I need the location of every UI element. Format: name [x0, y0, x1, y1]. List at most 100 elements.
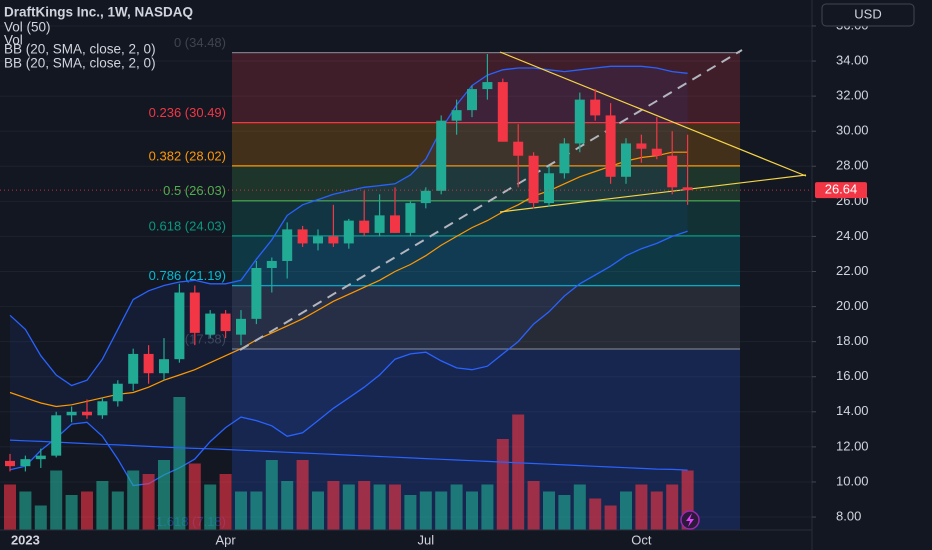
volume-bar	[81, 491, 93, 530]
volume-bar	[158, 460, 170, 530]
candle-body	[313, 236, 323, 244]
bb-lower	[9, 230, 688, 487]
fib-zone	[232, 165, 740, 201]
candle-body	[436, 120, 447, 191]
volume-bar	[50, 470, 63, 530]
volume-bar	[496, 439, 509, 530]
candle-body	[390, 215, 400, 233]
candle-body	[236, 318, 246, 335]
volume-bar	[389, 484, 401, 530]
indicator-label: BB (20, SMA, close, 2, 0)	[4, 42, 156, 57]
volume-bar	[111, 491, 124, 530]
volume-bar	[96, 481, 109, 530]
candles	[5, 54, 693, 472]
volume-bar	[188, 463, 201, 530]
candle-body	[282, 229, 293, 261]
candle-body	[374, 215, 385, 233]
y-tick-label: 14.00	[836, 403, 869, 418]
currency-button[interactable]: USD	[821, 3, 915, 27]
volume-bar	[435, 491, 448, 530]
volume-bar	[250, 491, 263, 530]
candle-body	[590, 99, 601, 116]
alert-button[interactable]	[680, 510, 700, 530]
volume-bar	[589, 498, 602, 530]
volume-bar	[512, 414, 525, 530]
volume-bar	[296, 460, 309, 530]
volume-bar	[312, 491, 324, 530]
fib-label: 0.5 (26.03)	[163, 183, 226, 198]
bb-upper	[9, 65, 688, 387]
volume-bar	[573, 484, 586, 530]
x-tick-label: Oct	[631, 532, 652, 547]
candle-body	[651, 148, 662, 156]
volume-bar	[620, 491, 632, 530]
candle-body	[667, 155, 678, 188]
candle-body	[682, 187, 693, 191]
y-tick-label: 30.00	[836, 123, 869, 138]
volume-bar	[635, 484, 648, 530]
volume-bar	[404, 495, 417, 530]
volume-bar	[543, 491, 555, 530]
trend-dashed	[239, 49, 743, 351]
last-price-tag	[815, 182, 867, 199]
currency-button-box[interactable]	[821, 3, 915, 27]
bb-basis	[9, 151, 688, 408]
symbol-title: DraftKings Inc., 1W, NASDAQ	[4, 5, 193, 20]
candle-body	[174, 292, 185, 360]
candle-body	[251, 267, 262, 319]
price-axis: 8.00 10.00 12.00 14.00 16.00 18.00 20.00 22.00 2…	[812, 17, 869, 523]
candle-body	[528, 155, 539, 204]
volume-bar	[558, 495, 571, 530]
volume-bar	[173, 397, 186, 530]
candle-body	[451, 110, 462, 121]
trend-line	[499, 51, 807, 177]
fib-label: 0 (34.48)	[174, 35, 226, 50]
volume-bar	[342, 484, 355, 530]
volume-bar	[281, 481, 294, 530]
indicator-label: Vol	[4, 33, 23, 48]
volume-bar	[604, 505, 617, 530]
fib-zone	[232, 200, 740, 236]
candle-body	[112, 383, 123, 402]
last-price-label: 26.64	[825, 182, 858, 197]
y-tick-label: 34.00	[836, 52, 869, 67]
volume-bar	[65, 495, 78, 530]
volume-bar	[527, 481, 540, 530]
volume-bar	[4, 484, 16, 530]
volume-bar	[219, 474, 232, 530]
fib-zone	[232, 122, 740, 166]
fib-label: 0.236 (30.49)	[149, 105, 226, 120]
candle-body	[482, 82, 493, 90]
candle-body	[51, 415, 62, 456]
candle-body	[266, 260, 277, 268]
x-tick-label: Jul	[417, 532, 434, 547]
currency-label[interactable]: USD	[854, 6, 881, 21]
fib-label: 0.786 (21.19)	[149, 268, 226, 283]
candle-body	[5, 460, 15, 467]
volume-bar	[235, 491, 247, 530]
volume-ma	[9, 439, 688, 471]
candle-body	[343, 220, 354, 244]
volume-bar	[265, 460, 278, 530]
volume-bar	[419, 491, 432, 530]
alert-bolt[interactable]	[686, 513, 694, 527]
candle-body	[128, 353, 139, 384]
volume-bar	[650, 491, 663, 530]
candle-body	[297, 229, 308, 244]
indicator-label: Vol (50)	[4, 20, 51, 35]
volume-bar	[373, 484, 386, 530]
y-tick-label: 18.00	[836, 333, 869, 348]
candle-body	[159, 359, 169, 374]
volume-bar	[34, 505, 47, 530]
candle-body	[97, 401, 108, 416]
volume-bar	[358, 481, 371, 530]
candle-body	[405, 203, 416, 233]
volume-bar	[466, 491, 478, 530]
candle-body	[328, 236, 339, 244]
candle-body	[420, 190, 431, 204]
candle-body	[621, 143, 631, 177]
volume-bar	[450, 484, 463, 530]
candle-body	[605, 115, 616, 177]
candle-body	[205, 313, 216, 335]
